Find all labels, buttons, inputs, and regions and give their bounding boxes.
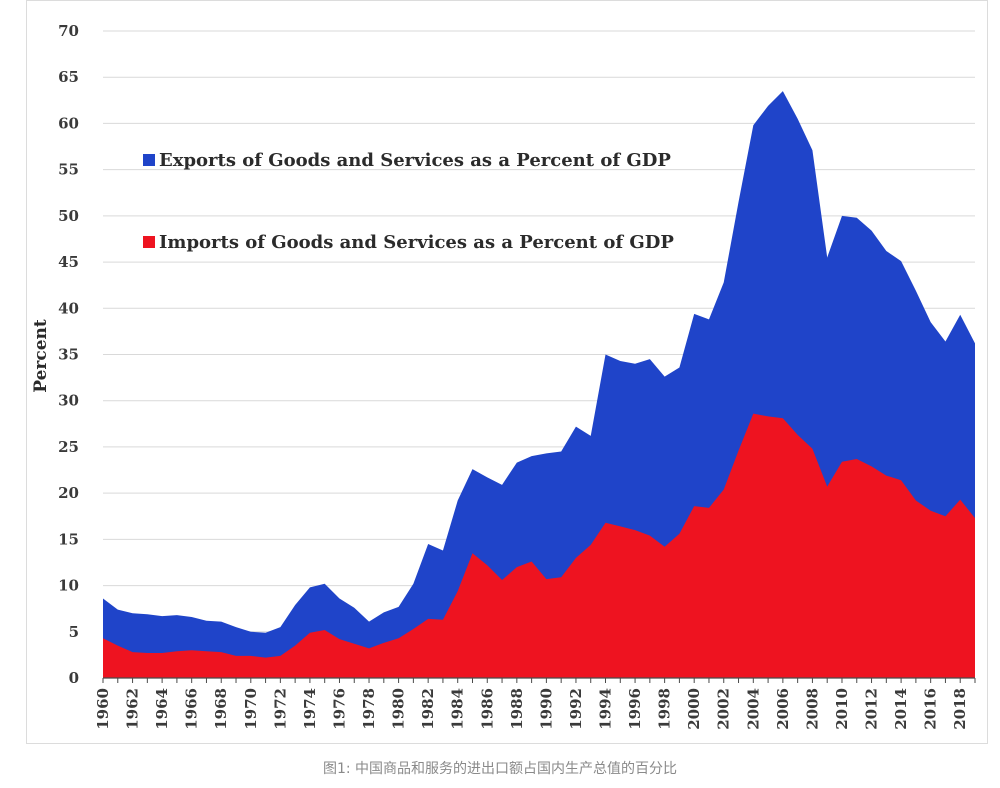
x-tick-label: 1984 — [449, 688, 467, 730]
x-tick-label: 2004 — [744, 688, 762, 730]
legend-swatch-imports — [143, 236, 155, 248]
x-tick-label: 1980 — [390, 688, 408, 730]
x-tick-label: 1976 — [330, 688, 348, 730]
y-tick-label: 65 — [58, 68, 79, 86]
x-tick-label: 1986 — [478, 688, 496, 730]
x-tick-label: 1962 — [124, 688, 142, 730]
x-tick-label: 1978 — [360, 688, 378, 730]
y-tick-label: 25 — [58, 438, 79, 456]
axes — [102, 677, 976, 683]
y-tick-label: 10 — [58, 577, 79, 595]
y-tick-label: 70 — [58, 22, 79, 40]
x-tick-labels: 1960 1962 1964 1966 1968 1970 1972 1974 1976 1978… — [94, 688, 969, 730]
y-tick-label: 50 — [58, 207, 79, 225]
legend-item-imports: Imports of Goods and Services as a Perce… — [143, 232, 674, 253]
x-tick-label: 1970 — [242, 688, 260, 730]
x-tick-label: 1992 — [567, 688, 585, 730]
x-tick-label: 1994 — [597, 688, 615, 730]
x-tick-label: 2006 — [774, 688, 792, 730]
gridlines — [103, 30, 975, 633]
y-tick-label: 60 — [58, 114, 79, 132]
y-tick-labels: 0 5 10 15 20 25 30 35 40 45 50 55 60 65 70 — [58, 22, 79, 687]
y-tick-label: 35 — [58, 346, 79, 364]
legend: Exports of Goods and Services as a Perce… — [143, 150, 674, 253]
x-tick-label: 1996 — [626, 688, 644, 730]
figure-caption: 图1: 中国商品和服务的进出口额占国内生产总值的百分比 — [322, 761, 678, 777]
x-tick-label: 2000 — [685, 688, 703, 730]
x-tick-label: 1974 — [301, 688, 319, 730]
x-tick-label: 1960 — [94, 688, 112, 730]
legend-label-exports: Exports of Goods and Services as a Perce… — [159, 150, 671, 171]
x-tick-label: 2010 — [833, 688, 851, 730]
legend-item-exports: Exports of Goods and Services as a Perce… — [143, 150, 671, 171]
x-tick-label: 1982 — [419, 688, 437, 730]
y-tick-label: 0 — [69, 669, 79, 687]
y-tick-label: 45 — [58, 253, 79, 271]
legend-swatch-exports — [143, 154, 155, 166]
y-tick-label: 15 — [58, 530, 79, 548]
x-tick-label: 2016 — [922, 688, 940, 730]
imports-area — [103, 413, 975, 678]
x-tick-label: 2018 — [951, 688, 969, 730]
x-tick-label: 2012 — [863, 688, 881, 730]
x-tick-label: 1988 — [508, 688, 526, 730]
x-tick-label: 1968 — [212, 688, 230, 730]
y-tick-label: 30 — [58, 392, 79, 410]
y-tick-label: 40 — [58, 299, 79, 317]
x-tick-label: 2008 — [803, 688, 821, 730]
x-tick-label: 1964 — [153, 688, 171, 730]
legend-label-imports: Imports of Goods and Services as a Perce… — [159, 232, 674, 253]
x-tick-label: 1972 — [271, 688, 289, 730]
y-tick-label: 55 — [58, 161, 79, 179]
x-tick-label: 1998 — [656, 688, 674, 730]
chart-frame: 0 5 10 15 20 25 30 35 40 45 50 55 60 65 70 1960 1962 196… — [26, 0, 988, 744]
x-tick-label: 2002 — [715, 688, 733, 730]
y-axis-label: Percent — [31, 319, 51, 393]
x-tick-label: 1966 — [183, 688, 201, 730]
x-tick-label: 1990 — [537, 688, 555, 730]
x-tick-label: 2014 — [892, 688, 910, 730]
y-tick-label: 5 — [69, 623, 79, 641]
y-tick-label: 20 — [58, 484, 79, 502]
